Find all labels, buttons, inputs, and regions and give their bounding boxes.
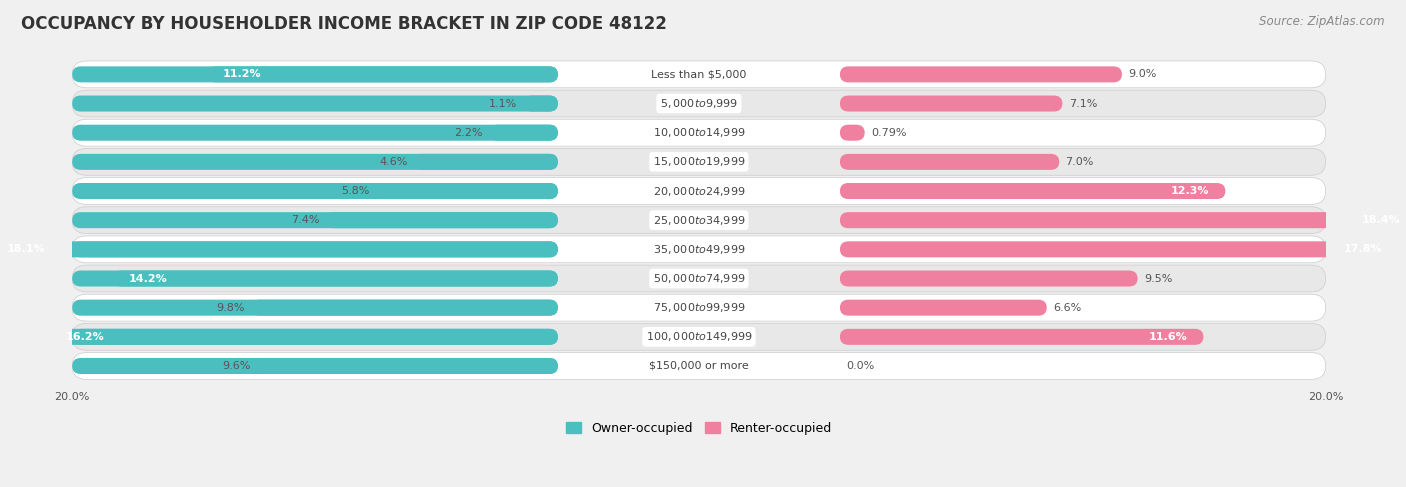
FancyBboxPatch shape [72, 90, 1326, 117]
FancyBboxPatch shape [326, 212, 558, 228]
FancyBboxPatch shape [839, 95, 1063, 112]
FancyBboxPatch shape [72, 178, 1326, 205]
FancyBboxPatch shape [72, 236, 1326, 263]
Text: 0.79%: 0.79% [870, 128, 907, 138]
FancyBboxPatch shape [839, 183, 1226, 199]
FancyBboxPatch shape [72, 212, 558, 228]
Text: Less than $5,000: Less than $5,000 [651, 69, 747, 79]
Text: 16.2%: 16.2% [66, 332, 104, 342]
FancyBboxPatch shape [0, 242, 558, 257]
Text: 4.6%: 4.6% [380, 157, 408, 167]
Text: 14.2%: 14.2% [128, 274, 167, 283]
FancyBboxPatch shape [839, 66, 1122, 82]
FancyBboxPatch shape [51, 329, 558, 345]
FancyBboxPatch shape [839, 300, 1046, 316]
FancyBboxPatch shape [72, 265, 1326, 292]
Text: 7.1%: 7.1% [1069, 98, 1097, 109]
Text: 2.2%: 2.2% [454, 128, 482, 138]
Text: 18.1%: 18.1% [7, 244, 45, 254]
FancyBboxPatch shape [72, 154, 558, 170]
Text: 9.0%: 9.0% [1128, 69, 1157, 79]
FancyBboxPatch shape [377, 183, 558, 199]
Text: 9.6%: 9.6% [222, 361, 250, 371]
Text: $100,000 to $149,999: $100,000 to $149,999 [645, 330, 752, 343]
Text: 1.1%: 1.1% [489, 98, 517, 109]
Text: $35,000 to $49,999: $35,000 to $49,999 [652, 243, 745, 256]
Text: $10,000 to $14,999: $10,000 to $14,999 [652, 126, 745, 139]
FancyBboxPatch shape [72, 294, 1326, 321]
FancyBboxPatch shape [523, 95, 558, 112]
FancyBboxPatch shape [72, 125, 558, 141]
FancyBboxPatch shape [839, 270, 1137, 286]
Text: Source: ZipAtlas.com: Source: ZipAtlas.com [1260, 15, 1385, 28]
FancyBboxPatch shape [489, 125, 558, 141]
Text: $5,000 to $9,999: $5,000 to $9,999 [659, 97, 738, 110]
Text: 12.3%: 12.3% [1171, 186, 1209, 196]
Text: 18.4%: 18.4% [1362, 215, 1400, 225]
Text: 6.6%: 6.6% [1053, 302, 1081, 313]
FancyBboxPatch shape [72, 353, 1326, 379]
Text: 11.6%: 11.6% [1149, 332, 1188, 342]
Text: 7.4%: 7.4% [291, 215, 319, 225]
Text: $150,000 or more: $150,000 or more [650, 361, 749, 371]
FancyBboxPatch shape [250, 300, 558, 316]
Text: 7.0%: 7.0% [1066, 157, 1094, 167]
Text: 11.2%: 11.2% [222, 69, 262, 79]
FancyBboxPatch shape [112, 270, 558, 286]
FancyBboxPatch shape [72, 329, 558, 345]
FancyBboxPatch shape [72, 300, 558, 316]
Text: 0.0%: 0.0% [846, 361, 875, 371]
FancyBboxPatch shape [72, 66, 558, 82]
FancyBboxPatch shape [413, 154, 558, 170]
FancyBboxPatch shape [839, 154, 1059, 170]
Text: 17.8%: 17.8% [1343, 244, 1382, 254]
FancyBboxPatch shape [72, 61, 1326, 88]
FancyBboxPatch shape [839, 242, 1398, 257]
Text: 5.8%: 5.8% [342, 186, 370, 196]
FancyBboxPatch shape [72, 323, 1326, 350]
FancyBboxPatch shape [72, 95, 558, 112]
Text: 9.5%: 9.5% [1144, 274, 1173, 283]
Text: $50,000 to $74,999: $50,000 to $74,999 [652, 272, 745, 285]
Text: $75,000 to $99,999: $75,000 to $99,999 [652, 301, 745, 314]
Text: OCCUPANCY BY HOUSEHOLDER INCOME BRACKET IN ZIP CODE 48122: OCCUPANCY BY HOUSEHOLDER INCOME BRACKET … [21, 15, 666, 33]
FancyBboxPatch shape [839, 212, 1406, 228]
FancyBboxPatch shape [72, 270, 558, 286]
FancyBboxPatch shape [72, 149, 1326, 175]
FancyBboxPatch shape [207, 66, 558, 82]
Text: $25,000 to $34,999: $25,000 to $34,999 [652, 214, 745, 226]
FancyBboxPatch shape [72, 358, 558, 374]
Text: 9.8%: 9.8% [217, 302, 245, 313]
FancyBboxPatch shape [72, 183, 558, 199]
Text: $20,000 to $24,999: $20,000 to $24,999 [652, 185, 745, 198]
Legend: Owner-occupied, Renter-occupied: Owner-occupied, Renter-occupied [561, 417, 837, 440]
FancyBboxPatch shape [839, 329, 1204, 345]
Text: $15,000 to $19,999: $15,000 to $19,999 [652, 155, 745, 169]
FancyBboxPatch shape [257, 358, 558, 374]
FancyBboxPatch shape [72, 207, 1326, 234]
FancyBboxPatch shape [839, 125, 865, 141]
FancyBboxPatch shape [72, 242, 558, 257]
FancyBboxPatch shape [72, 119, 1326, 146]
